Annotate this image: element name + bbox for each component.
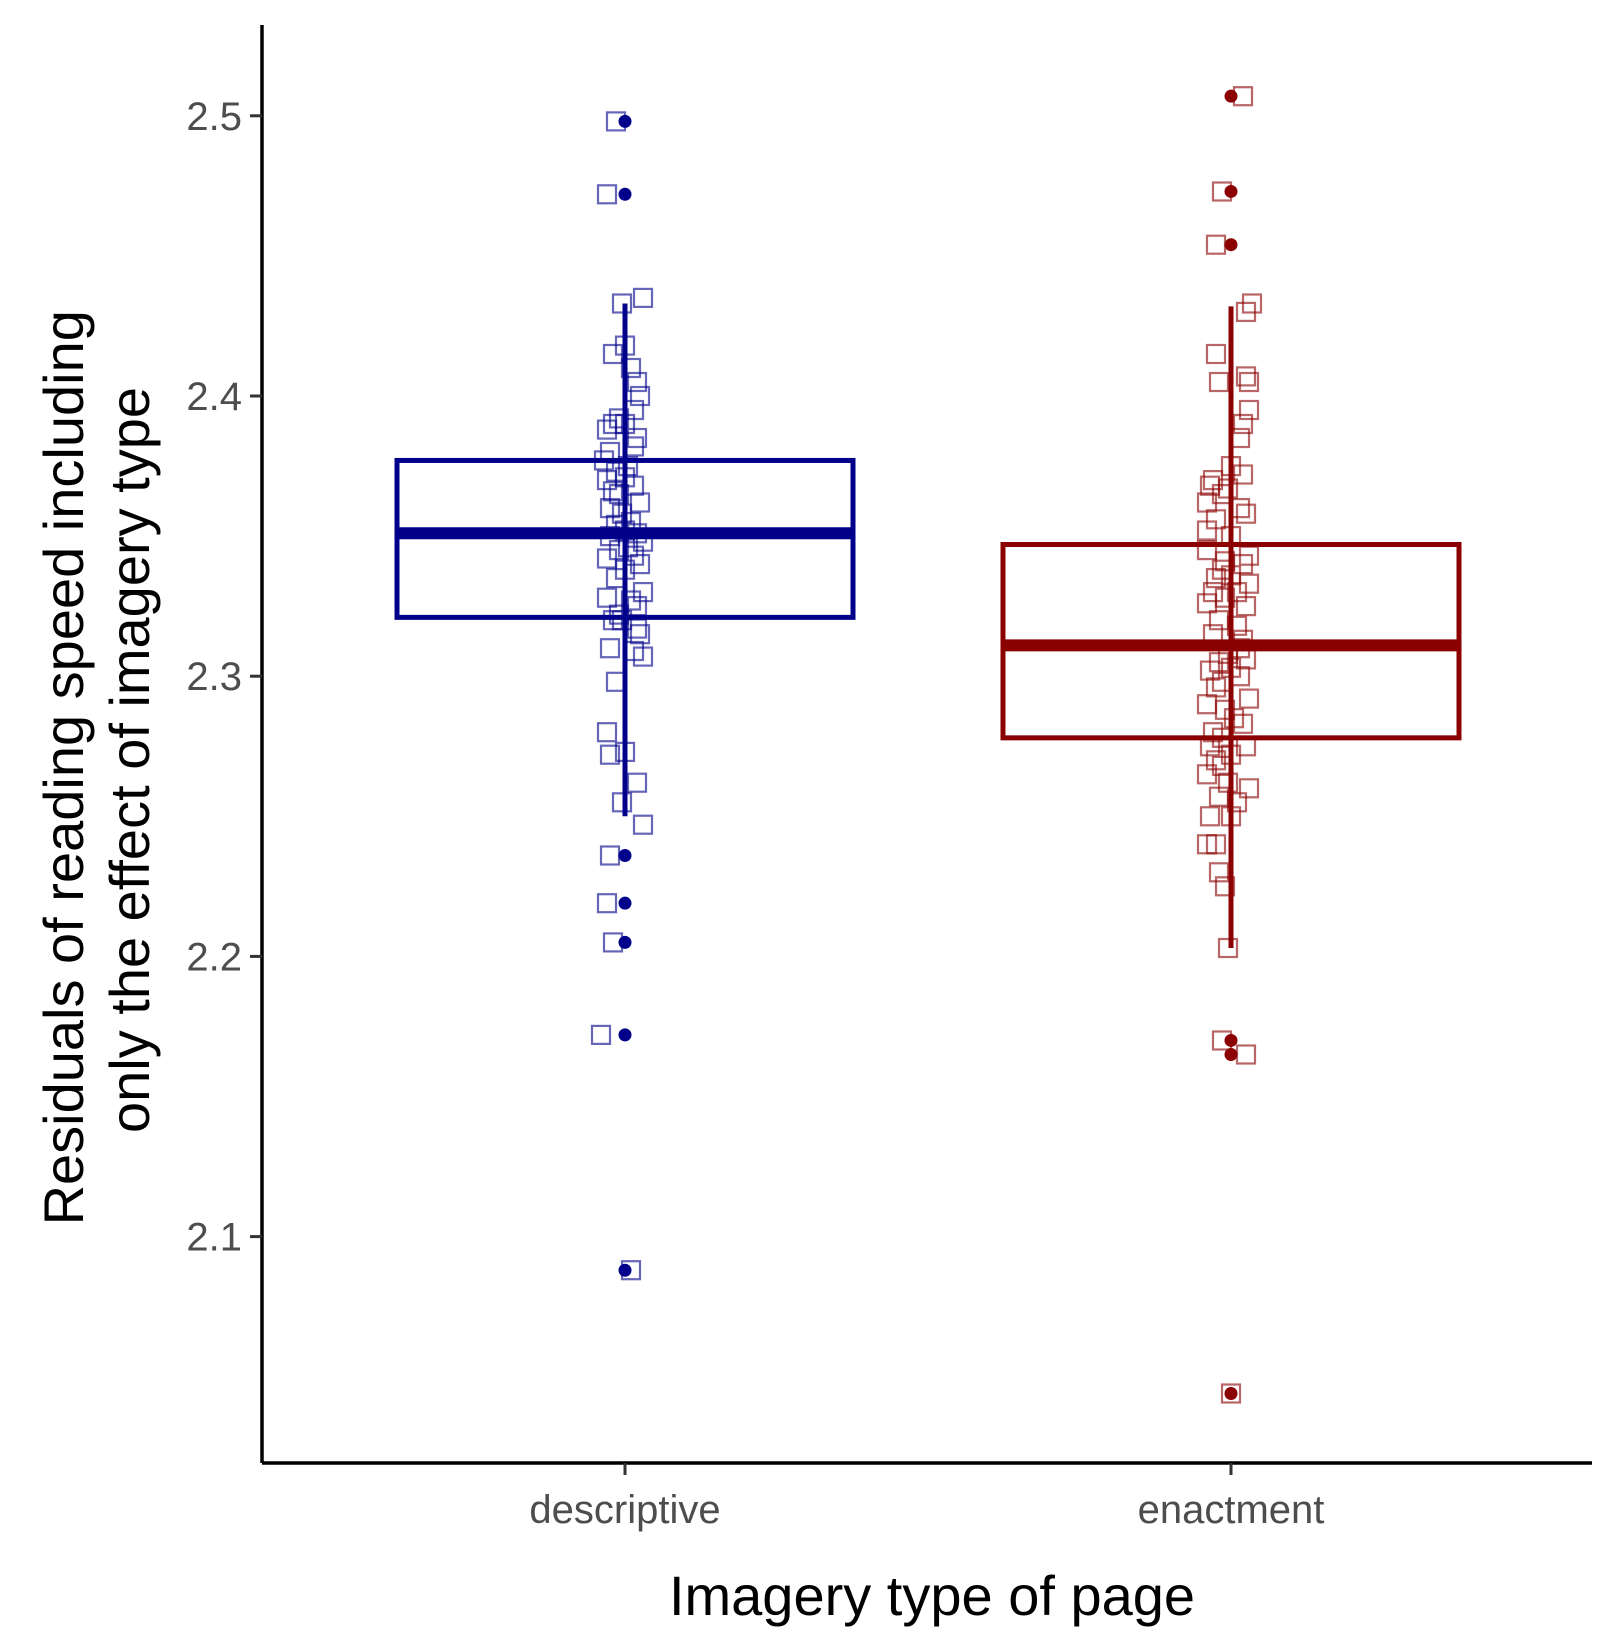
y-axis-title: Residuals of reading speed including onl… bbox=[32, 295, 161, 1226]
y-tick-label: 2.1 bbox=[186, 1216, 242, 1260]
data-point-square bbox=[1238, 778, 1260, 799]
data-point-square bbox=[596, 587, 618, 608]
data-point-square bbox=[1235, 301, 1257, 322]
data-point-square bbox=[1196, 764, 1218, 785]
data-point-square bbox=[1199, 660, 1221, 681]
data-point-square bbox=[1208, 610, 1230, 631]
data-point-square bbox=[632, 287, 654, 308]
outlier-point bbox=[618, 1028, 632, 1042]
outlier-point bbox=[618, 896, 632, 910]
data-point-square bbox=[1220, 1383, 1242, 1404]
data-point-square bbox=[596, 548, 618, 569]
data-point-square bbox=[1235, 503, 1257, 524]
data-point-square bbox=[1235, 595, 1257, 617]
data-point-square bbox=[1217, 937, 1239, 959]
data-point-square bbox=[620, 590, 642, 611]
data-point-square bbox=[1235, 366, 1257, 387]
outlier-point bbox=[1224, 1033, 1238, 1047]
data-point-square bbox=[602, 413, 624, 435]
data-point-square bbox=[1205, 677, 1227, 698]
data-point-square bbox=[1199, 806, 1221, 827]
x-tick-label-descriptive: descriptive bbox=[529, 1488, 720, 1532]
data-point-square bbox=[1196, 694, 1218, 715]
outlier-point bbox=[618, 849, 632, 863]
data-point-square bbox=[1232, 713, 1254, 734]
y-axis-title-line-2: only the effect of imagery type bbox=[98, 387, 161, 1133]
data-point-square bbox=[1229, 498, 1251, 519]
data-point-square bbox=[1238, 399, 1260, 421]
data-point-square bbox=[611, 792, 633, 813]
jitter-points-layer bbox=[590, 86, 1263, 1404]
y-tick-label: 2.2 bbox=[186, 935, 242, 979]
data-point-square bbox=[1196, 539, 1218, 561]
data-point-square bbox=[620, 357, 642, 379]
y-axis-title-line-1: Residuals of reading speed including bbox=[32, 310, 95, 1225]
data-point-square bbox=[1232, 553, 1254, 575]
data-point-square bbox=[1208, 862, 1230, 883]
data-point-square bbox=[590, 1024, 612, 1046]
data-point-square bbox=[626, 371, 648, 393]
data-point-square bbox=[599, 744, 621, 765]
data-point-square bbox=[1205, 343, 1227, 365]
y-tick-label: 2.5 bbox=[186, 95, 242, 139]
data-point-square bbox=[617, 456, 639, 477]
axes-layer: 2.1 2.2 2.3 2.4 2.5 descriptive enactment bbox=[186, 25, 1592, 1532]
data-point-square bbox=[1196, 593, 1218, 614]
data-point-square bbox=[605, 671, 627, 692]
outlier-point bbox=[1224, 184, 1238, 198]
data-point-square bbox=[632, 814, 654, 835]
data-point-square bbox=[632, 646, 654, 667]
boxes-layer bbox=[394, 303, 1462, 948]
data-point-square bbox=[626, 772, 648, 793]
outlier-point bbox=[618, 114, 632, 128]
data-point-square bbox=[1238, 688, 1260, 709]
data-point-square bbox=[629, 624, 651, 645]
outlier-point bbox=[1224, 1387, 1238, 1401]
outlier-point bbox=[618, 935, 632, 949]
data-point-square bbox=[1217, 478, 1239, 499]
data-point-square bbox=[599, 498, 621, 519]
data-point-square bbox=[1226, 792, 1248, 813]
data-point-square bbox=[1196, 520, 1218, 541]
data-point-square bbox=[596, 184, 618, 205]
data-point-square bbox=[1235, 1044, 1257, 1065]
data-point-square bbox=[599, 845, 621, 866]
data-point-square bbox=[1214, 876, 1236, 897]
data-point-square bbox=[596, 470, 618, 491]
data-point-square bbox=[608, 604, 630, 625]
outlier-point bbox=[1224, 1047, 1238, 1061]
data-point-square bbox=[1238, 371, 1260, 393]
data-point-square bbox=[1208, 371, 1230, 393]
outlier-point bbox=[618, 187, 632, 201]
outlier-point bbox=[618, 1263, 632, 1277]
outlier-point bbox=[1224, 238, 1238, 252]
data-point-square bbox=[596, 722, 618, 743]
y-tick-label: 2.4 bbox=[186, 375, 242, 419]
data-point-square bbox=[1232, 413, 1254, 435]
y-tick-label: 2.3 bbox=[186, 655, 242, 699]
data-point-square bbox=[1232, 464, 1254, 485]
data-point-square bbox=[608, 408, 630, 429]
data-point-square bbox=[602, 481, 624, 502]
outlier-point bbox=[1224, 89, 1238, 103]
data-point-square bbox=[629, 492, 651, 513]
data-point-square bbox=[629, 553, 651, 575]
data-point-square bbox=[1196, 834, 1218, 855]
data-point-square bbox=[611, 293, 633, 314]
data-point-square bbox=[1205, 567, 1227, 589]
outliers-layer bbox=[618, 89, 1238, 1401]
data-point-square bbox=[629, 385, 651, 407]
data-point-square bbox=[1202, 581, 1224, 603]
data-point-square bbox=[1205, 234, 1227, 255]
x-tick-label-enactment: enactment bbox=[1138, 1488, 1325, 1532]
data-point-square bbox=[1226, 615, 1248, 636]
x-axis-title: Imagery type of page bbox=[669, 1564, 1195, 1627]
data-point-square bbox=[599, 638, 621, 659]
data-point-square bbox=[596, 419, 618, 440]
data-point-square bbox=[596, 893, 618, 914]
